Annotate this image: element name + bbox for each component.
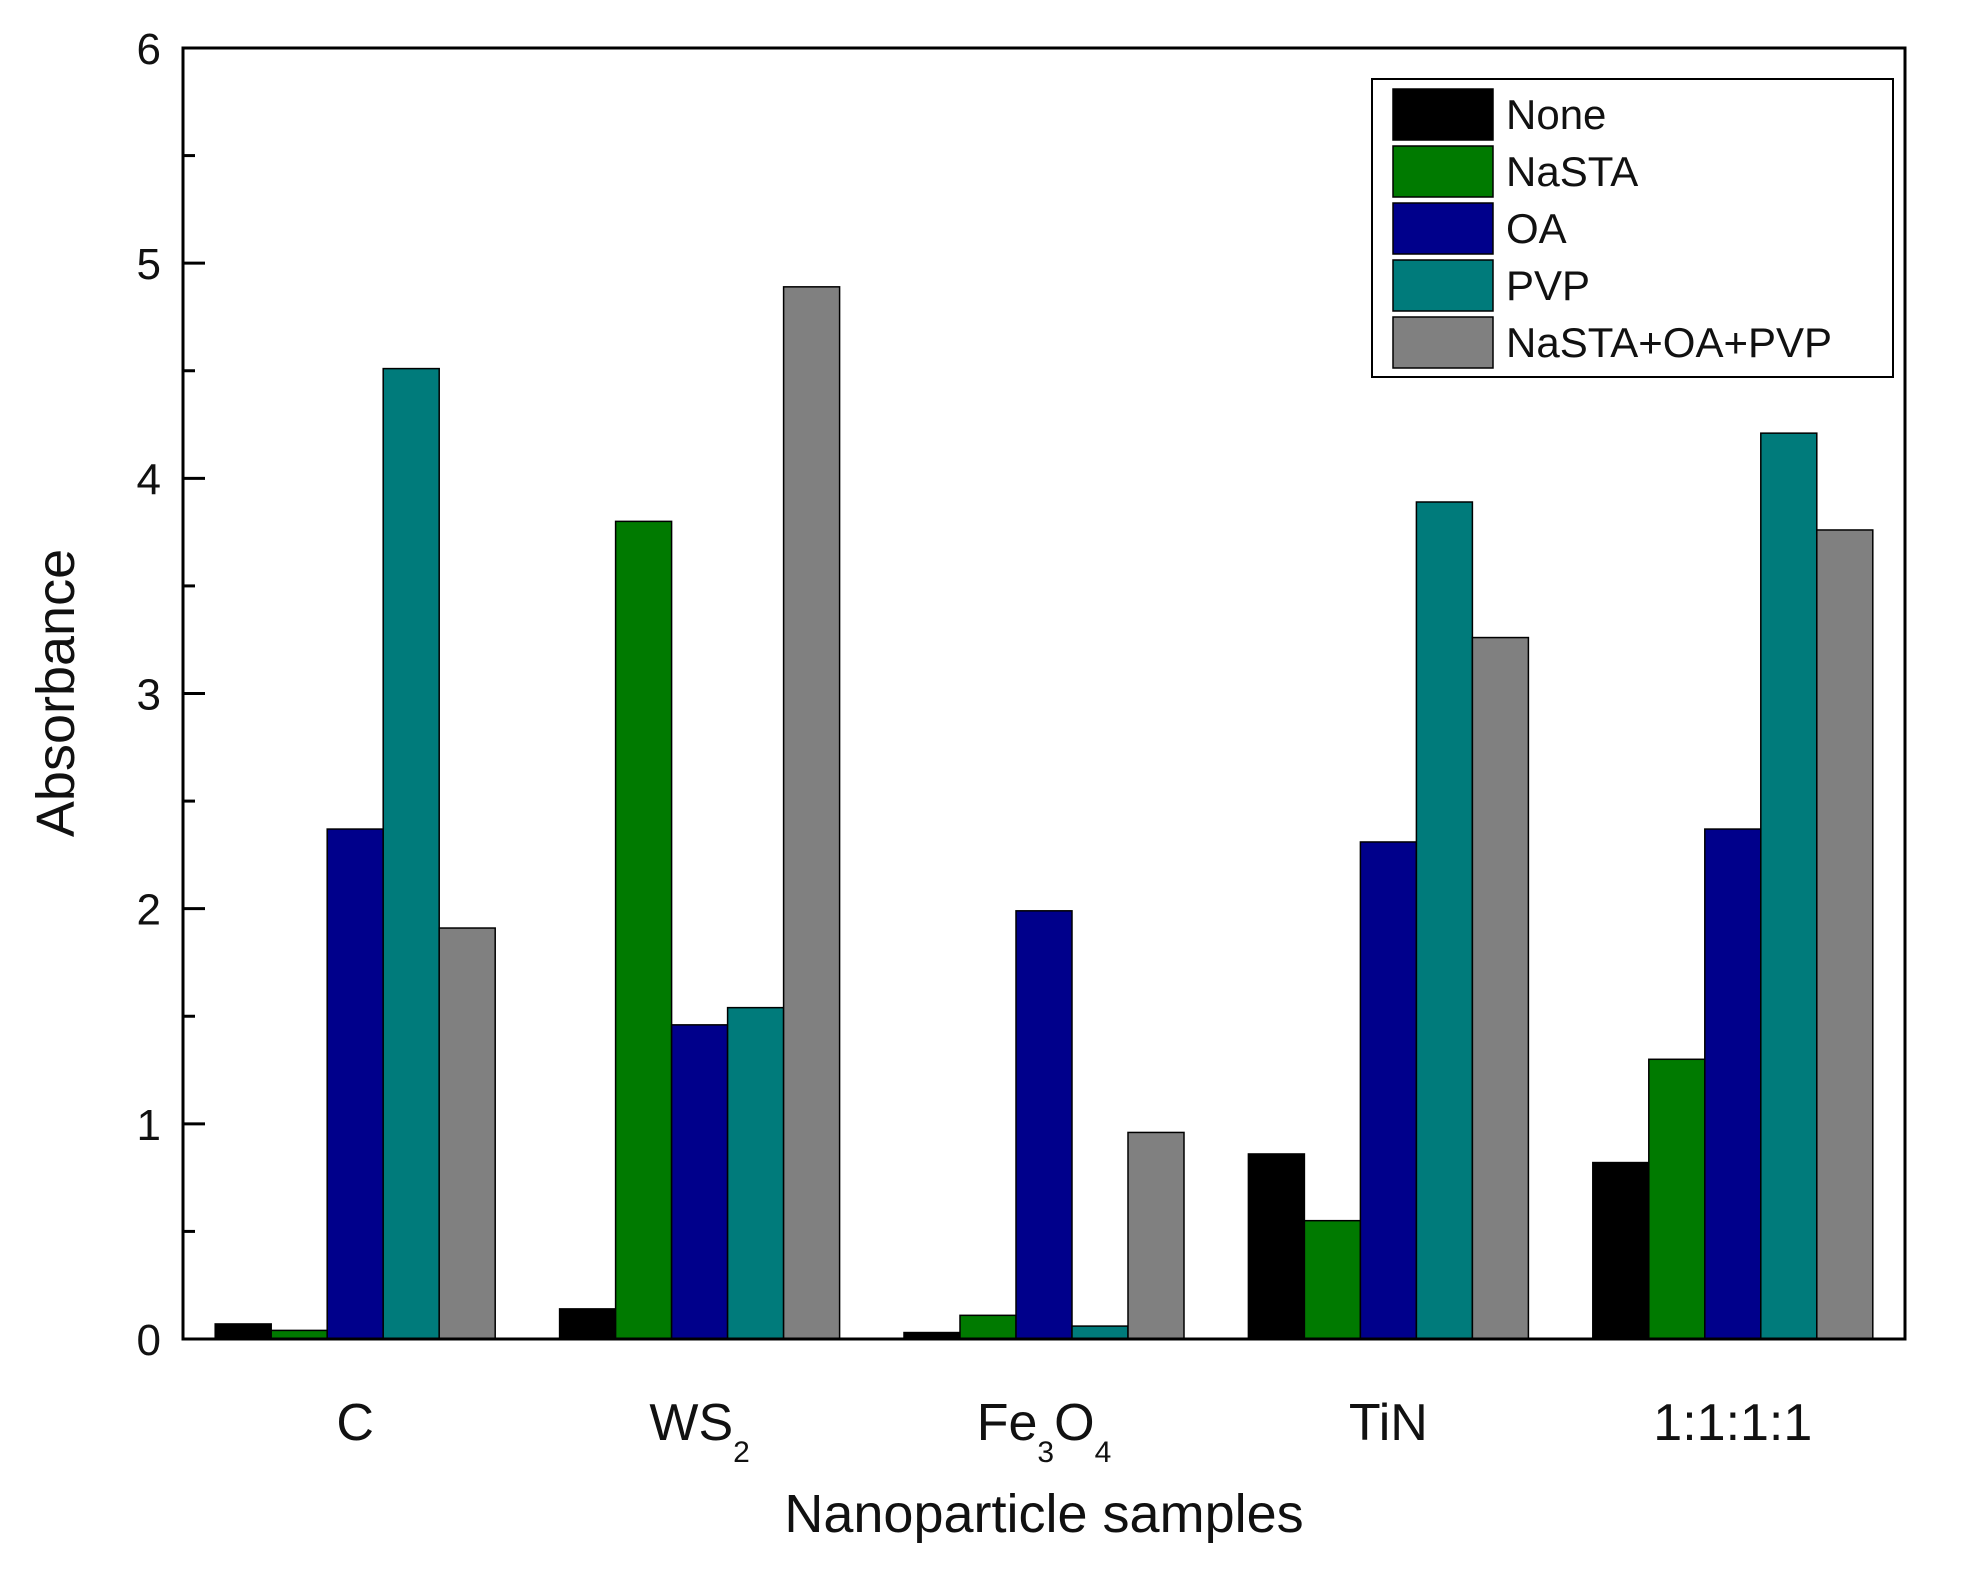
- legend-swatch: [1392, 259, 1494, 312]
- y-axis-title: Absorbance: [26, 549, 86, 837]
- legend-label: OA: [1506, 205, 1567, 252]
- bar-pvp-tin: [1415, 501, 1474, 1340]
- bar-oa-tin: [1359, 841, 1418, 1340]
- bar-oa-c: [326, 828, 384, 1340]
- y-tick-label: 1: [137, 1101, 161, 1150]
- bar-none-c: [214, 1323, 272, 1340]
- bar-none-1-1-1-1: [1592, 1161, 1650, 1340]
- x-axis-title: Nanoparticle samples: [784, 1484, 1303, 1544]
- y-tick-label: 4: [137, 455, 161, 504]
- bar-pvp-fe3o4: [1071, 1325, 1129, 1340]
- x-category-label: TiN: [1349, 1394, 1428, 1452]
- y-tick-label: 2: [137, 886, 161, 935]
- bar-oa-ws2: [670, 1024, 729, 1340]
- bar-pvp-c: [382, 367, 440, 1340]
- bar-nasta-tin: [1303, 1219, 1362, 1340]
- bar-none-ws2: [558, 1308, 617, 1340]
- legend-label: NaSTA: [1506, 148, 1638, 195]
- legend-label: None: [1506, 91, 1606, 138]
- legend: None NaSTA OA PVP NaSTA+OA+PVP: [1371, 78, 1894, 378]
- bar-pvp-ws2: [726, 1006, 785, 1340]
- x-category-label: C: [336, 1394, 374, 1452]
- bar-oa-1-1-1-1: [1704, 828, 1762, 1340]
- bar-nasta-1-1-1-1: [1648, 1058, 1706, 1340]
- bar-nasta-oa-pvp-tin: [1471, 636, 1530, 1340]
- y-tick-label: 3: [137, 671, 161, 720]
- legend-swatch: [1392, 202, 1494, 255]
- y-tick-label: 6: [137, 25, 161, 74]
- y-tick-label: 0: [137, 1316, 161, 1365]
- legend-swatch: [1392, 316, 1494, 369]
- y-axis: 0 1 2 3 4 5 6: [137, 25, 205, 1365]
- bar-nasta-oa-pvp-fe3o4: [1127, 1131, 1185, 1340]
- x-category-label: Fe3O4: [977, 1394, 1112, 1469]
- x-axis: C WS2 Fe3O4 TiN 1:1:1:1: [336, 1394, 1812, 1469]
- bar-oa-fe3o4: [1015, 910, 1073, 1340]
- bar-pvp-1-1-1-1: [1760, 432, 1818, 1340]
- bar-nasta-oa-pvp-ws2: [782, 286, 841, 1340]
- legend-swatch: [1392, 145, 1494, 198]
- bar-nasta-oa-pvp-1-1-1-1: [1816, 529, 1874, 1340]
- bar-nasta-oa-pvp-c: [438, 927, 496, 1340]
- bar-nasta-fe3o4: [959, 1314, 1017, 1340]
- bar-nasta-ws2: [614, 520, 673, 1340]
- x-category-label: WS2: [649, 1394, 749, 1469]
- legend-label: NaSTA+OA+PVP: [1506, 319, 1832, 366]
- bars-layer: [214, 286, 1874, 1340]
- legend-label: PVP: [1506, 262, 1590, 309]
- legend-swatch: [1392, 88, 1494, 141]
- bar-none-tin: [1247, 1153, 1306, 1340]
- x-category-label: 1:1:1:1: [1653, 1394, 1812, 1452]
- y-tick-label: 5: [137, 240, 161, 289]
